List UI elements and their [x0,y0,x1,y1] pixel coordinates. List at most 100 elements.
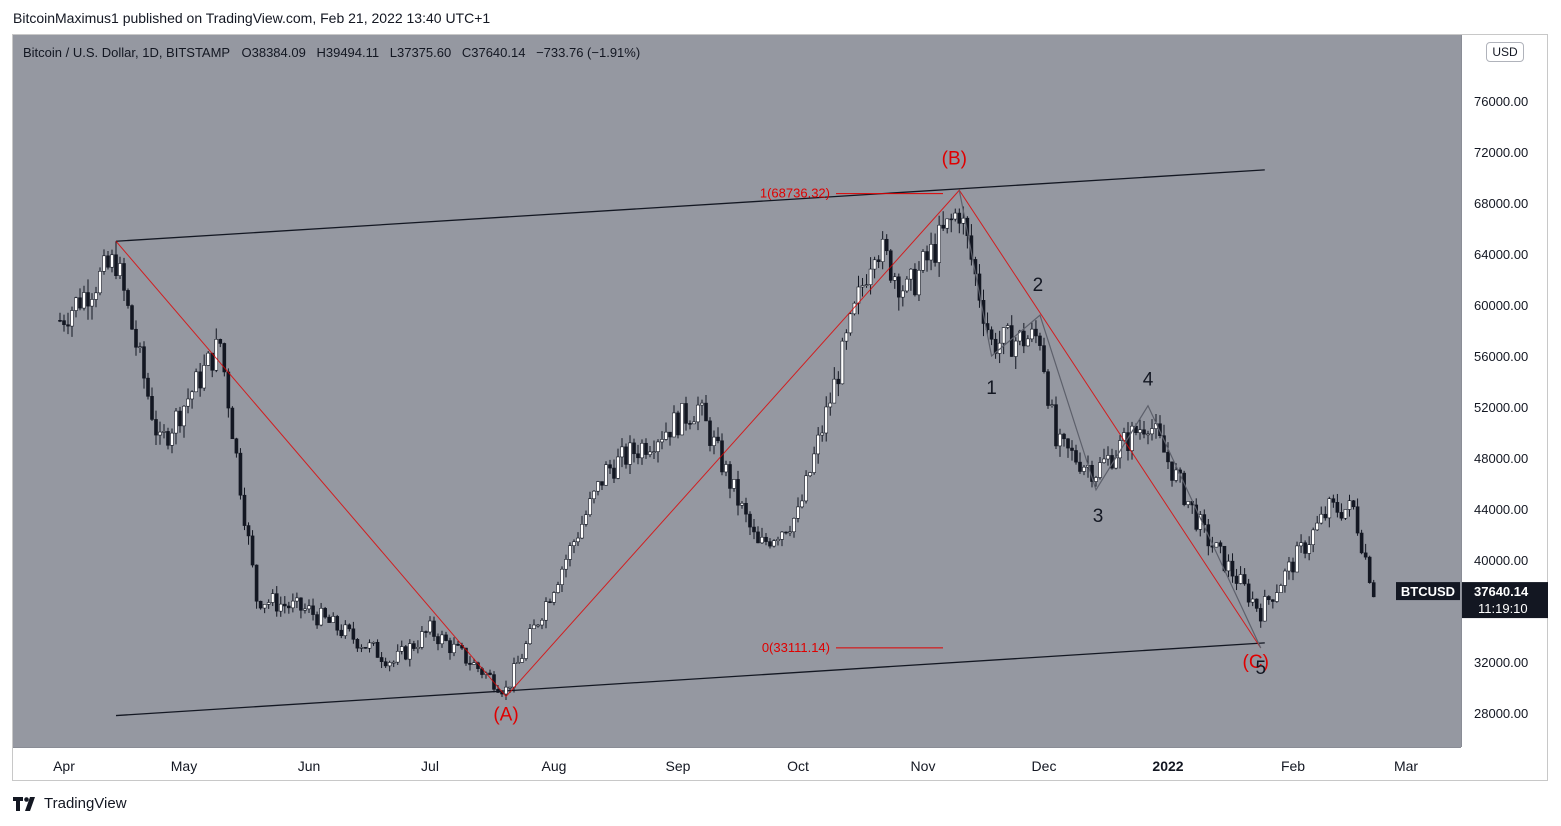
symbol-name: Bitcoin / U.S. Dollar, 1D, BITSTAMP [23,45,230,60]
candle-body [408,643,412,660]
candle-body [110,254,114,268]
candle-body [331,616,336,623]
candle-body [1291,561,1295,573]
candle-body [652,451,656,453]
candle-body [736,479,740,506]
candle-body [1058,433,1062,447]
candle-body [1078,461,1082,472]
candle-body [1042,345,1046,372]
candle-body [142,346,146,379]
candle-body [319,608,323,626]
candle-body [1331,498,1336,503]
candle-body [1214,542,1219,548]
candle-body [564,559,568,570]
candle-body [776,539,780,542]
time-tick-label: 2022 [1152,758,1183,774]
candle-body [403,646,408,660]
candle-body [989,329,994,340]
candle-body [504,686,508,695]
candle-body [648,451,652,455]
candle-body [1343,509,1348,519]
price-tick-label: 60000.00 [1474,298,1528,313]
wave-label: (B) [942,148,967,169]
candle-body [544,601,548,621]
sub-wave-label: 5 [1255,658,1266,679]
candle-body [760,536,764,544]
candle-body [395,650,400,663]
currency-button[interactable]: USD [1486,42,1524,62]
wave-label: (C) [1243,652,1269,673]
candle-body [1094,477,1098,482]
candle-body [608,464,612,469]
candle-body [752,526,756,533]
elliott-abc-line [115,189,1262,698]
candle-body [856,286,861,304]
candle-body [909,268,913,280]
candle-body [428,620,432,633]
candle-body [1082,466,1086,472]
candle-body [1046,371,1050,406]
candle-body [1359,532,1364,554]
candle-body [788,531,792,534]
candle-body [552,592,556,603]
candle-body [1347,500,1352,510]
candle-body [728,464,732,489]
candle-body [917,269,921,296]
open-label: O [241,45,252,60]
candle-body [1150,428,1154,435]
candle-body [1230,560,1235,577]
candle-body [540,619,544,626]
candle-body [824,406,829,434]
time-tick-label: Feb [1281,758,1305,774]
candle-body [444,634,448,641]
candle-body [226,371,231,409]
candle-body [560,568,564,585]
candle-body [941,224,945,229]
candle-body [303,608,307,611]
candle-body [704,402,708,422]
candle-body [596,481,600,492]
candle-body [600,481,604,486]
candle-body [323,608,327,618]
candle-body [1030,328,1034,340]
candle-body [921,251,925,271]
candle-body [1146,433,1150,436]
change-value: −733.76 (−1.91%) [536,45,641,60]
candle-body [472,662,476,665]
time-axis[interactable]: Apr May Jun Jul Aug Sep Oct Nov Dec 2022 Feb Mar [13,747,1461,780]
candle-body [222,343,227,373]
candle-body [828,402,833,408]
candle-body [812,453,816,473]
candle-body [1226,560,1231,572]
time-tick-label: Sep [666,758,691,774]
candle-body [1267,596,1271,601]
candle-body [1234,575,1239,584]
candle-body [696,404,700,423]
candle-body [876,259,881,262]
candle-body [78,297,82,309]
impulse-wave-line [958,190,1262,649]
candle-body [640,442,644,459]
candle-body [993,338,998,354]
candle-body [70,310,74,327]
chart-plot-area[interactable]: 1(68736.32) 0(33111.14) (A) (B) (C) 1 2 3 4 5 BT… [13,35,1461,747]
candle-body [905,278,909,292]
candle-body [945,218,950,229]
candle-body [656,441,660,452]
candle-body [864,284,869,286]
time-tick-label: Nov [911,758,936,774]
low-value: 37375.60 [396,45,452,60]
candle-body [194,371,198,393]
candle-body [897,276,901,298]
candle-body [796,506,800,519]
price-axis[interactable]: 76000.00 72000.00 68000.00 64000.00 60000.00… [1461,35,1548,772]
candle-body [1106,455,1110,460]
candle-body [210,352,215,371]
candle-body [182,405,186,427]
candle-body [868,268,873,285]
tradingview-brand[interactable]: TradingView [13,795,127,812]
candle-body [1323,513,1328,519]
candle-body [580,524,584,539]
candle-body [1062,433,1066,440]
candle-body [1013,340,1018,357]
